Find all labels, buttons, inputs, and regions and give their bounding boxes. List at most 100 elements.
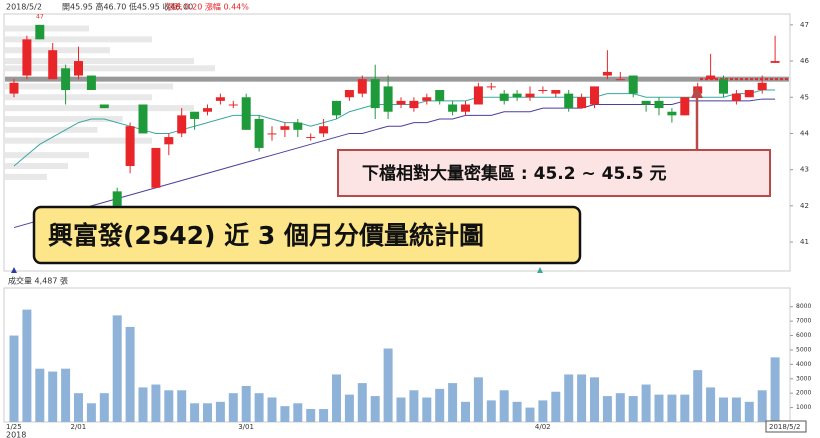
volume-bar [396,397,406,422]
x-year: 2018 [6,431,26,438]
volume-bar [693,370,703,422]
volume-bar [628,396,638,422]
volume-bar [74,393,83,422]
y-tick-label: 43 [800,166,809,174]
volume-bar [254,393,264,422]
candle-body [486,86,496,88]
volume-bar [461,401,470,422]
volume-bar [177,390,187,422]
volume-bar [744,401,754,422]
volume-bar [525,407,535,422]
profile-bar [5,36,152,43]
candle-body [74,61,83,76]
volume-bar [35,368,45,422]
candle-body [770,61,780,63]
candle-body [654,100,664,109]
candle-body [228,104,238,106]
candle-body [48,50,58,80]
candle-body [164,137,174,145]
volume-bar [138,387,148,422]
x-tick-label: 3/01 [238,423,254,431]
volume-bar [435,388,445,422]
candle-body [215,97,225,101]
volume-bar [293,403,303,422]
candle-body [667,111,677,116]
candle-body [680,97,690,116]
volume-bar [499,390,509,422]
y-tick-label: 42 [800,202,809,210]
y-tick-label: 45 [800,93,809,101]
candle-body [628,75,638,94]
profile-bar [5,65,215,72]
candle-body [409,100,419,109]
candle-body [731,93,741,101]
candle-body [383,86,393,112]
candle-body [499,93,509,101]
volume-bar [164,390,174,422]
marker [11,267,17,273]
candle-body [9,82,19,94]
candle-body [448,104,458,112]
candle-body [254,118,264,148]
candle-body [602,71,612,76]
volume-bar [332,374,341,422]
candle-body [357,79,367,94]
candle-body [61,68,71,91]
candle-body [551,90,561,94]
candle-body [86,75,96,91]
volume-bar [383,348,393,422]
volume-bar [680,394,690,422]
volume-bar [473,377,483,422]
y-tick-label: 8000 [796,303,811,310]
x-tick-label: 2018/5/2 [769,423,800,431]
x-tick-label: 1/25 [6,423,22,431]
candle-body [332,100,341,116]
volume-bar [551,391,561,422]
candle-body [422,97,432,101]
volume-bar [151,384,161,422]
candle-body [319,126,329,134]
candle-body [99,104,109,109]
chart-title: 興富發(2542) 近 3 個月分價量統計圖 [48,221,484,250]
candle-body [590,86,599,105]
date: 2018/5/2 [6,3,42,12]
ma-line [13,98,776,229]
volume-bar [9,335,19,422]
candle-body [35,24,45,40]
volume-bar [357,383,367,422]
profile-bar [5,47,110,54]
candle-body [22,39,32,76]
volume-bar [641,384,651,422]
change: 漲跌 0.20 漲幅 0.44% [166,2,249,12]
annotation: 下檔相對大量密集區 : 45.2 ~ 45.5 元 [362,163,667,184]
volume-bar [538,400,548,422]
candle-body [280,126,290,130]
volume-bar [590,377,599,422]
volume-bar [370,396,380,422]
volume-bar [203,403,212,422]
volume-bar [344,394,354,422]
volume-bar [757,390,767,422]
candle-body [151,147,161,188]
y-tick-label: 7000 [796,318,811,325]
date-box [765,420,807,433]
volume-bar [48,371,58,422]
volume-bar [267,397,277,422]
y-tick-label: 3000 [796,375,811,382]
volume-bar [667,394,677,422]
volume-bar [422,397,432,422]
candle-body [190,111,200,119]
candle-body [564,93,574,109]
candle-body [203,108,212,112]
volume-bar [86,403,96,422]
candle-body [525,93,535,98]
y-tick-label: 1000 [796,404,811,411]
candle-body [512,93,522,98]
candle-body [112,191,122,206]
profile-bar [5,137,152,144]
volume-bar [125,326,135,422]
volume-bar [654,394,664,422]
volume-bar [61,368,71,422]
marker [537,267,543,273]
